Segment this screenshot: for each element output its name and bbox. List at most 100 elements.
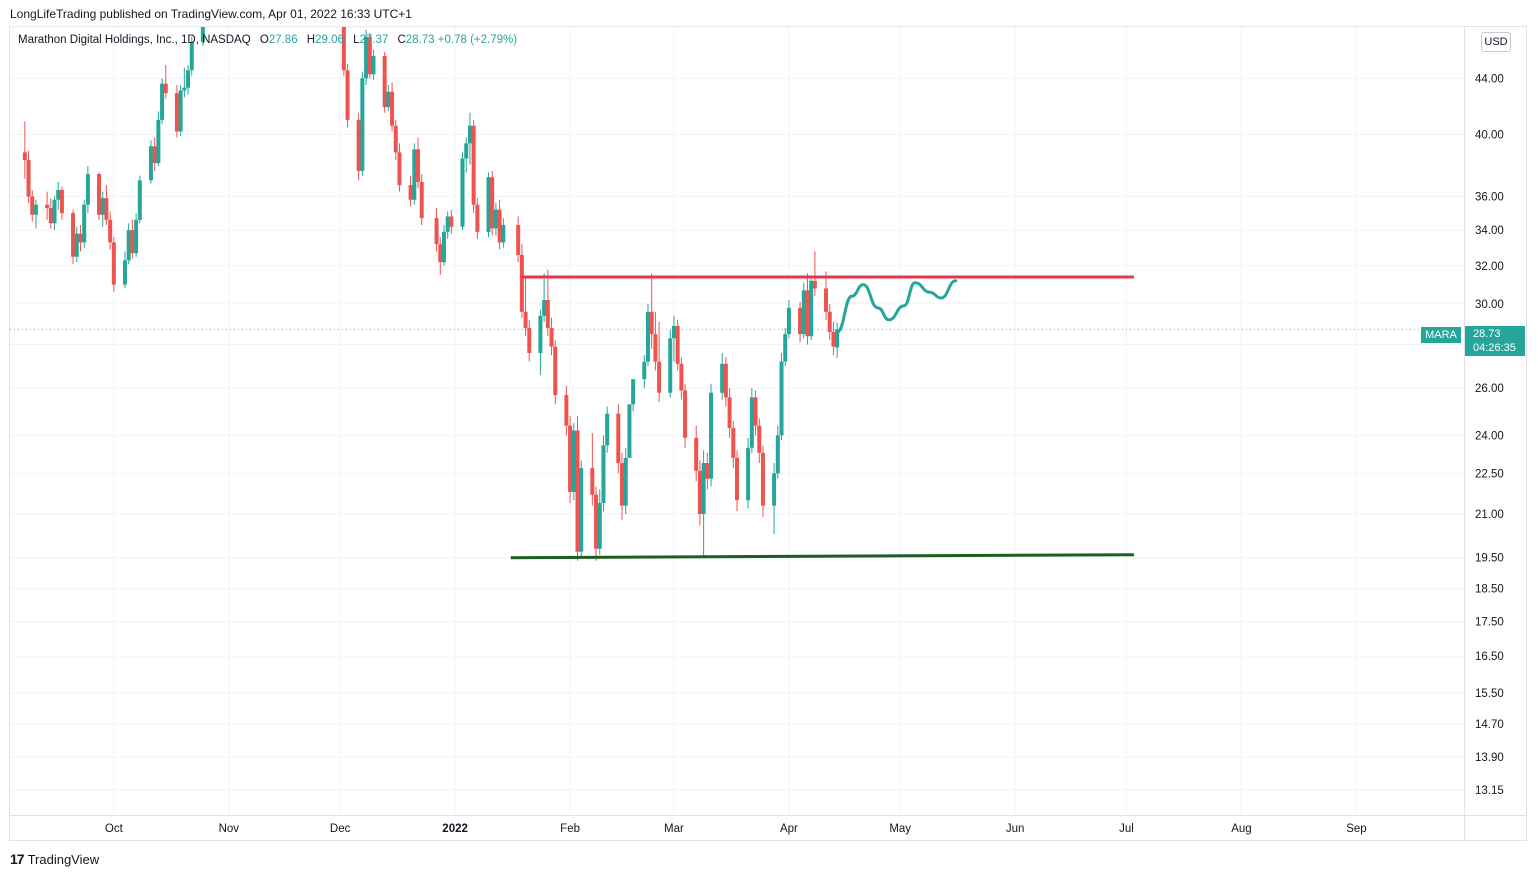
candle-body bbox=[709, 392, 714, 479]
candle-body bbox=[590, 468, 595, 495]
legend-symbol: Marathon Digital Holdings, Inc., 1D, NAS… bbox=[18, 34, 251, 46]
candle-body bbox=[182, 87, 187, 91]
candle-body bbox=[697, 470, 702, 515]
tradingview-logo-icon: 17 bbox=[10, 851, 25, 867]
y-tick-label: 16.50 bbox=[1475, 651, 1504, 663]
candle-body bbox=[805, 290, 810, 337]
candle-body bbox=[360, 78, 365, 171]
candle-body bbox=[642, 361, 647, 380]
candle-body bbox=[130, 230, 135, 254]
candle-body bbox=[579, 468, 584, 552]
candle-body bbox=[71, 213, 76, 257]
candle-body bbox=[371, 55, 376, 75]
x-tick-label: 2022 bbox=[442, 823, 468, 835]
candle-body bbox=[390, 91, 395, 126]
candle-body bbox=[48, 208, 53, 224]
candle-body bbox=[364, 36, 369, 79]
candle-body bbox=[186, 70, 191, 88]
candle-body bbox=[668, 338, 673, 393]
candle-body bbox=[824, 288, 829, 312]
candle-body bbox=[85, 174, 90, 205]
x-tick-label: Nov bbox=[219, 823, 240, 835]
candle-body bbox=[386, 91, 391, 108]
candle-body bbox=[683, 390, 688, 438]
y-tick-label: 18.50 bbox=[1475, 584, 1504, 596]
candle-body bbox=[367, 36, 372, 75]
chart-legend: Marathon Digital Holdings, Inc., 1D, NAS… bbox=[18, 34, 517, 46]
candle-body bbox=[727, 397, 732, 429]
candle-body bbox=[126, 230, 131, 261]
candle-body bbox=[723, 363, 728, 398]
candle-body bbox=[416, 149, 421, 182]
candle-body bbox=[798, 307, 803, 335]
candle-body bbox=[549, 327, 554, 347]
y-tick-label: 44.00 bbox=[1475, 73, 1504, 85]
candle-body bbox=[104, 198, 109, 220]
candle-body bbox=[735, 457, 739, 501]
y-tick-label: 32.00 bbox=[1475, 261, 1504, 273]
candle-body bbox=[775, 435, 780, 474]
candle-body bbox=[601, 445, 606, 503]
candle-body bbox=[148, 146, 153, 181]
support-line bbox=[510, 553, 1134, 560]
candle-body bbox=[779, 361, 784, 436]
candle-body bbox=[627, 404, 632, 458]
y-tick-label: 15.50 bbox=[1475, 688, 1504, 700]
candle-body bbox=[653, 334, 658, 362]
candle-body bbox=[78, 233, 83, 243]
candle-body bbox=[163, 83, 168, 94]
candle-body bbox=[178, 90, 183, 132]
candle-body bbox=[493, 209, 498, 229]
candle-body bbox=[623, 457, 628, 506]
candle-body bbox=[97, 174, 102, 215]
candle-body bbox=[497, 209, 502, 243]
candle-body bbox=[835, 329, 840, 348]
x-tick-label: Sep bbox=[1346, 823, 1366, 835]
candle-body bbox=[671, 325, 676, 339]
candle-body bbox=[467, 125, 472, 144]
candle-body bbox=[45, 204, 50, 209]
candle-body bbox=[571, 430, 576, 493]
candle-body bbox=[783, 334, 788, 362]
candle-body bbox=[464, 143, 469, 159]
candle-body bbox=[208, 0, 212, 23]
last-price-tag: 28.73 04:26:35 bbox=[1465, 326, 1525, 356]
y-tick-label: 22.50 bbox=[1475, 468, 1504, 480]
footer-brand[interactable]: 17 TradingView bbox=[10, 851, 99, 867]
candle-body bbox=[553, 346, 558, 396]
candle-body bbox=[620, 463, 625, 506]
x-tick-label: Jul bbox=[1119, 823, 1134, 835]
x-tick-label: Mar bbox=[664, 823, 684, 835]
legend-close-label: C bbox=[397, 34, 406, 46]
candle-body bbox=[523, 311, 528, 328]
candle-body bbox=[760, 452, 765, 506]
candle-body bbox=[490, 177, 495, 229]
candle-body bbox=[649, 311, 654, 335]
y-tick-label: 30.00 bbox=[1475, 299, 1504, 311]
candle-body bbox=[575, 430, 580, 552]
candle-body bbox=[753, 397, 758, 426]
legend-open-label: O bbox=[259, 34, 269, 46]
candle-body bbox=[205, 0, 209, 1]
candle-body bbox=[412, 149, 417, 200]
candle-body bbox=[516, 224, 521, 255]
x-tick-label: Oct bbox=[105, 823, 124, 835]
candle-body bbox=[831, 332, 836, 347]
candle-body bbox=[501, 224, 506, 243]
x-tick-label: Jun bbox=[1006, 823, 1025, 835]
candle-body bbox=[475, 204, 480, 232]
candle-body bbox=[111, 242, 116, 285]
candle-body bbox=[701, 463, 706, 515]
publisher-line: LongLifeTrading published on TradingView… bbox=[10, 7, 412, 21]
currency-button[interactable]: USD bbox=[1481, 32, 1511, 52]
footer-brand-text: TradingView bbox=[27, 851, 100, 867]
y-tick-label: 36.00 bbox=[1475, 191, 1504, 203]
last-price: 28.73 bbox=[1473, 328, 1501, 340]
candle-body bbox=[56, 189, 61, 200]
candle-body bbox=[30, 196, 35, 215]
candle-body bbox=[594, 494, 599, 549]
candle-body bbox=[827, 311, 832, 333]
candle-body bbox=[657, 361, 662, 393]
x-tick-label: Feb bbox=[560, 823, 580, 835]
